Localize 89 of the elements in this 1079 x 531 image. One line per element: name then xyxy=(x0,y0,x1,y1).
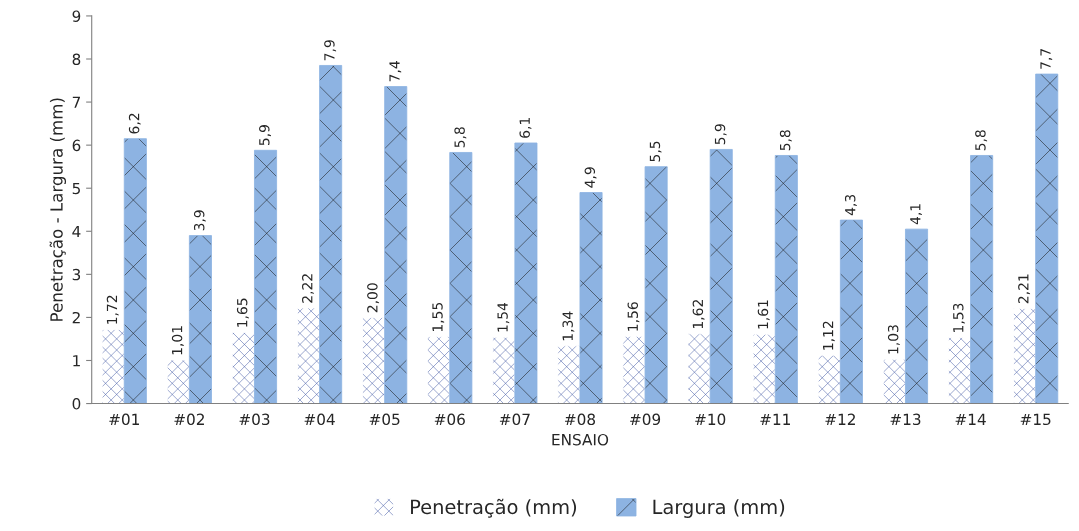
data-label: 1,54 xyxy=(497,302,510,332)
data-label: 1,72 xyxy=(106,295,119,324)
data-label: 5,8 xyxy=(454,127,467,148)
data-label: 1,12 xyxy=(822,321,835,350)
x-tick-label: #15 xyxy=(1020,413,1051,426)
y-tick-label: 7 xyxy=(72,96,80,108)
data-label: 1,56 xyxy=(627,302,640,331)
data-label: 4,1 xyxy=(910,204,922,225)
bar xyxy=(970,155,994,404)
bar xyxy=(622,335,646,404)
x-tick-label: #08 xyxy=(565,413,596,426)
data-label: 1,55 xyxy=(432,302,445,332)
bar xyxy=(123,138,147,404)
bar xyxy=(492,336,516,404)
data-label: 1,53 xyxy=(953,303,965,332)
data-label: 2,21 xyxy=(1018,274,1031,304)
data-label: 1,65 xyxy=(236,298,249,327)
x-axis-title: ENSAIO xyxy=(552,433,609,446)
legend-label: Penetração (mm) xyxy=(411,498,577,518)
data-label: 1,62 xyxy=(692,300,705,329)
x-tick-label: #09 xyxy=(630,413,661,426)
data-label: 4,9 xyxy=(584,167,597,188)
data-label: 7,4 xyxy=(389,61,402,82)
bar xyxy=(557,345,581,404)
bar xyxy=(948,337,971,404)
y-axis-title: Penetração - Largura (mm) xyxy=(49,98,67,321)
x-tick-label: #06 xyxy=(434,413,465,426)
bar xyxy=(839,219,863,404)
bar xyxy=(362,317,386,404)
y-tick-label: 5 xyxy=(72,182,80,195)
x-tick-label: #07 xyxy=(499,413,530,426)
x-tick-label: #13 xyxy=(890,413,921,426)
x-tick-label: #10 xyxy=(695,413,726,426)
data-label: 5,9 xyxy=(259,125,271,146)
data-label: 7,7 xyxy=(1040,49,1053,69)
y-tick-label: 2 xyxy=(72,311,80,324)
data-label: 5,8 xyxy=(779,130,792,151)
y-tick-label: 3 xyxy=(72,268,81,281)
bar xyxy=(905,228,929,404)
bar xyxy=(817,354,841,404)
data-label: 1,03 xyxy=(887,325,900,354)
x-tick-label: #05 xyxy=(369,413,400,426)
bar xyxy=(882,358,906,404)
data-label: 3,9 xyxy=(193,210,206,231)
x-tick-label: #04 xyxy=(304,413,335,426)
data-label: 1,34 xyxy=(562,311,575,341)
bar xyxy=(297,307,320,404)
bar xyxy=(384,86,408,404)
data-label: 6,2 xyxy=(128,113,141,134)
bar xyxy=(319,65,343,404)
bar xyxy=(644,166,668,404)
bar xyxy=(687,333,711,404)
x-tick-label: #12 xyxy=(825,413,855,425)
data-label: 5,5 xyxy=(649,141,662,162)
x-tick-label: #14 xyxy=(955,413,986,425)
bar xyxy=(188,235,212,404)
data-label: 6,1 xyxy=(519,118,532,138)
bar xyxy=(254,149,278,404)
bar xyxy=(231,332,255,404)
bar xyxy=(101,329,125,404)
data-label: 2,00 xyxy=(367,283,380,313)
y-tick-label: 9 xyxy=(72,10,81,22)
x-tick-label: #02 xyxy=(174,413,204,426)
y-tick-label: 0 xyxy=(72,398,81,410)
data-label: 7,9 xyxy=(324,40,337,61)
data-label: 1,01 xyxy=(171,326,184,355)
data-label: 5,8 xyxy=(975,130,988,151)
x-tick-label: #03 xyxy=(239,413,270,426)
bar xyxy=(449,152,473,404)
bar xyxy=(752,333,776,404)
data-label: 4,3 xyxy=(844,194,857,216)
bar xyxy=(1013,307,1037,404)
y-tick-label: 4 xyxy=(72,225,81,238)
y-tick-label: 6 xyxy=(72,139,81,152)
bar xyxy=(774,155,798,404)
x-tick-label: #01 xyxy=(109,413,139,426)
bar xyxy=(709,149,733,404)
bar xyxy=(579,192,603,404)
y-tick-label: 1 xyxy=(73,355,80,367)
data-label: 1,61 xyxy=(757,300,770,329)
data-label: 2,22 xyxy=(302,274,314,303)
bar xyxy=(427,336,451,404)
bar xyxy=(1035,73,1059,404)
bar xyxy=(166,359,190,404)
data-label: 5,9 xyxy=(714,124,727,145)
y-tick-label: 8 xyxy=(72,53,81,66)
x-tick-label: #11 xyxy=(760,413,790,425)
bar xyxy=(514,142,538,404)
legend-label: Largura (mm) xyxy=(653,499,785,518)
